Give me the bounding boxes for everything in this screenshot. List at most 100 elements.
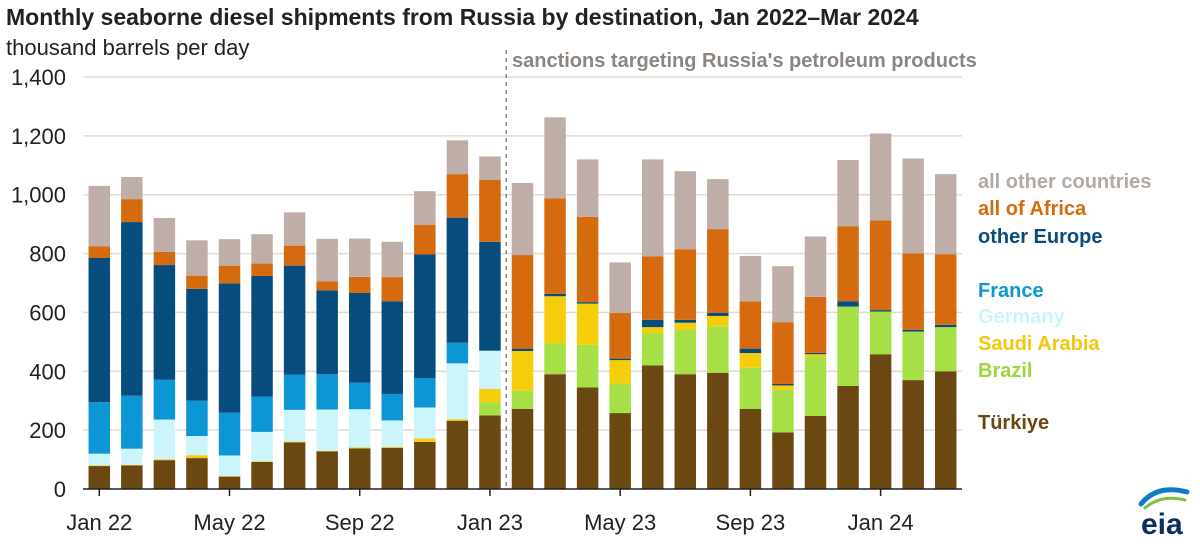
bar-segment	[609, 383, 631, 414]
bar-stack	[186, 240, 208, 489]
bar-segment	[283, 374, 306, 410]
bar-segment	[414, 407, 436, 439]
bar-segment	[348, 447, 371, 449]
bar-segment	[186, 240, 208, 276]
bar-segment	[381, 241, 404, 278]
y-tick-label: 1,200	[11, 124, 66, 149]
bar-segment	[837, 226, 859, 302]
y-tick-label: 1,400	[11, 65, 66, 90]
bar-segment	[348, 409, 371, 448]
bar-segment	[316, 451, 338, 489]
bar-segment	[88, 257, 111, 403]
bar-segment	[869, 133, 892, 221]
bar-segment	[707, 229, 729, 314]
bar-segment	[186, 400, 208, 437]
bar-segment	[837, 386, 859, 489]
bar-segment	[804, 236, 827, 297]
bar-segment	[446, 140, 469, 175]
bar-stack	[381, 241, 404, 489]
bar-segment	[414, 378, 436, 408]
bar-segment	[511, 348, 534, 351]
bar-segment	[186, 288, 208, 401]
bar-segment	[446, 363, 469, 420]
bar-segment	[381, 447, 404, 489]
bar-segment	[674, 249, 697, 320]
bar-segment	[251, 275, 273, 397]
bar-segment	[674, 171, 697, 250]
bar-segment	[544, 296, 566, 344]
bar-stack	[934, 174, 957, 489]
bar-segment	[869, 310, 892, 312]
bar-segment	[218, 412, 241, 456]
legend-turkiye: Türkiye	[978, 412, 1050, 434]
bar-segment	[88, 453, 111, 466]
bar-segment	[609, 360, 631, 384]
bar-segment	[544, 343, 566, 375]
bar-segment	[739, 367, 762, 409]
legend-brazil: Brazil	[978, 360, 1033, 382]
bar-segment	[218, 455, 241, 477]
bar-segment	[121, 448, 143, 465]
bar-segment	[283, 441, 306, 443]
bar-segment	[186, 275, 208, 289]
bar-segment	[316, 238, 338, 282]
x-axis: Jan 22 May 22 Sep 22 Jan 23 May 23 Sep 23 Jan …	[66, 488, 962, 535]
bar-segment	[772, 385, 794, 390]
legend-germany: Germany	[978, 306, 1065, 328]
bar-segment	[511, 408, 534, 489]
bar-segment	[772, 432, 794, 489]
y-tick-label: 600	[29, 300, 66, 325]
bar-stacks	[88, 117, 957, 489]
bar-segment	[934, 254, 957, 325]
bar-segment	[88, 402, 111, 454]
bar-segment	[283, 245, 306, 266]
x-tick-label: May 23	[584, 510, 656, 535]
bar-segment	[576, 344, 599, 388]
bar-segment	[153, 459, 176, 461]
bar-stack	[316, 238, 338, 489]
bar-segment	[121, 464, 143, 466]
bar-segment	[804, 357, 827, 417]
bar-segment	[88, 185, 111, 247]
bar-segment	[381, 277, 404, 302]
bar-segment	[121, 222, 143, 396]
bar-stack	[511, 182, 534, 489]
bar-segment	[153, 379, 176, 420]
bar-segment	[153, 251, 176, 266]
bar-segment	[707, 179, 729, 230]
bar-segment	[186, 436, 208, 456]
y-axis-ticks: 0 200 400 600 800 1,000 1,200 1,400	[11, 65, 66, 502]
bar-segment	[218, 265, 241, 284]
x-tick-label: Jan 22	[66, 510, 132, 535]
bar-segment	[511, 182, 534, 256]
bar-segment	[544, 198, 566, 294]
bar-segment	[446, 217, 469, 343]
bar-segment	[707, 313, 729, 316]
bar-stack	[88, 185, 111, 489]
bar-segment	[869, 354, 892, 489]
bar-segment	[674, 374, 697, 489]
bar-segment	[641, 365, 664, 489]
bar-segment	[804, 352, 827, 355]
bar-stack	[283, 212, 306, 489]
bar-segment	[869, 311, 892, 355]
bar-segment	[707, 315, 729, 327]
bar-segment	[153, 460, 176, 489]
bar-segment	[641, 333, 664, 366]
x-tick-label: May 22	[193, 510, 265, 535]
bar-segment	[251, 234, 273, 264]
bar-segment	[576, 159, 599, 217]
bar-segment	[837, 301, 859, 307]
bar-stack	[121, 177, 143, 489]
legend-saudi-arabia: Saudi Arabia	[978, 333, 1100, 355]
bar-segment	[218, 283, 241, 413]
bar-segment	[446, 419, 469, 421]
bar-segment	[739, 301, 762, 349]
bar-segment	[576, 303, 599, 345]
bar-segment	[479, 388, 501, 403]
bar-segment	[641, 327, 664, 334]
sanctions-marker: sanctions targeting Russia's petroleum p…	[505, 50, 977, 489]
bar-segment	[121, 177, 143, 200]
y-tick-label: 1,000	[11, 183, 66, 208]
bar-segment	[316, 374, 338, 410]
